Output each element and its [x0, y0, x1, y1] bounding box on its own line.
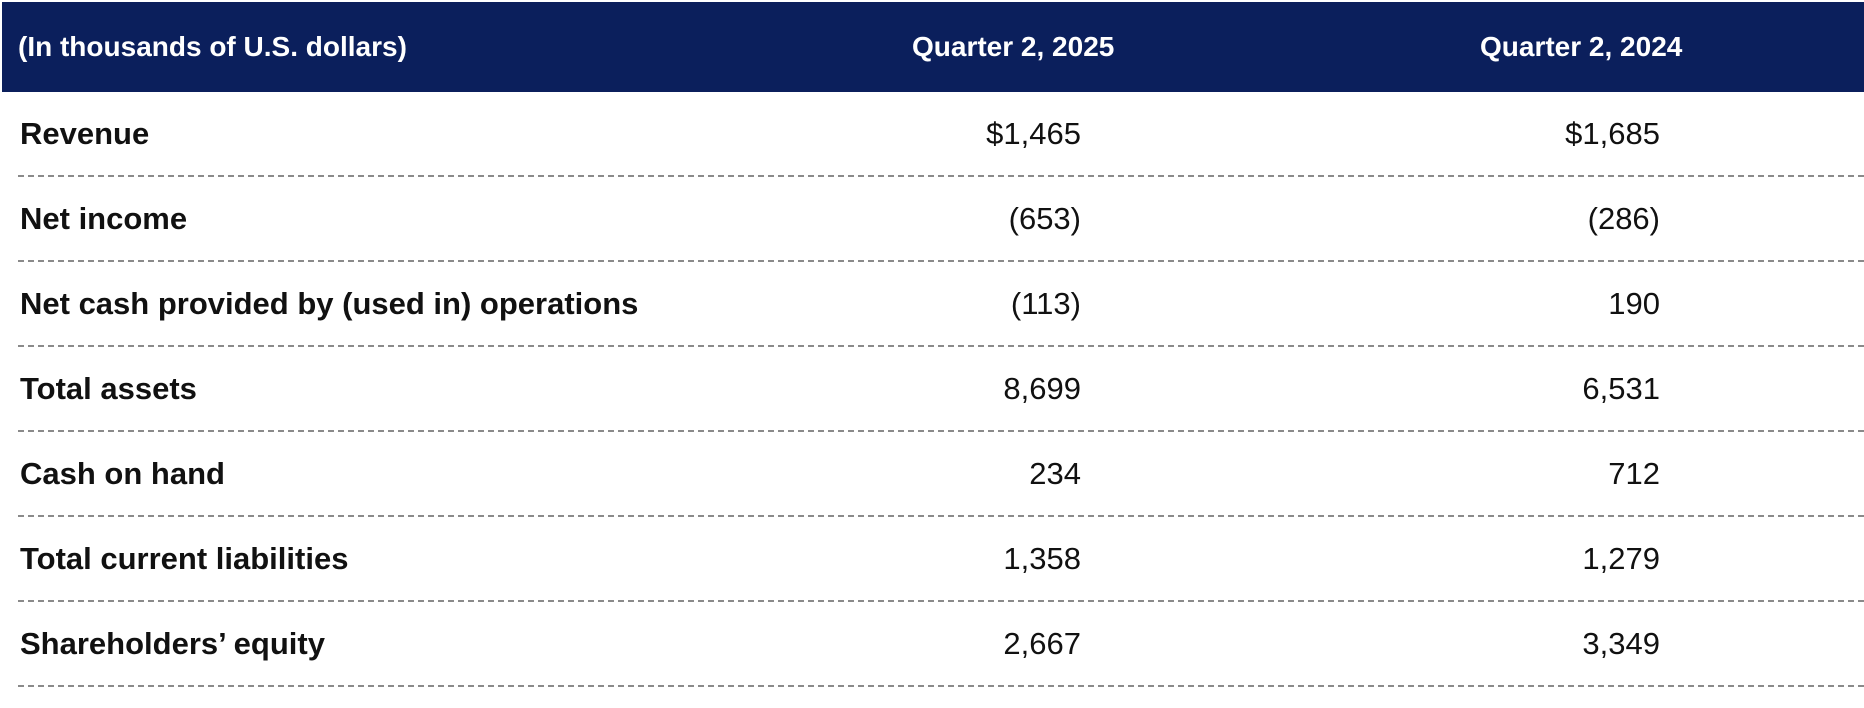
row-label: Net income — [20, 201, 188, 236]
cell-value: (113) — [1010, 286, 1081, 321]
row-label: Total current liabilities — [20, 541, 349, 576]
cell-value: $1,465 — [986, 116, 1081, 151]
table-row: Net cash provided by (used in) operation… — [18, 262, 1864, 347]
cell-value: 1,358 — [1003, 541, 1081, 576]
row-label: Revenue — [20, 116, 150, 151]
cell-value: 2,667 — [1003, 626, 1081, 661]
cell-value: 712 — [1608, 456, 1660, 491]
row-label: Shareholders’ equity — [20, 626, 325, 661]
table-header: (In thousands of U.S. dollars) Quarter 2… — [2, 2, 1864, 92]
cell-value: 6,531 — [1582, 371, 1660, 406]
cell-value: (653) — [1008, 201, 1081, 236]
table-row: Net income (653) (286) — [18, 177, 1864, 262]
cell-value: 234 — [1029, 456, 1081, 491]
table-row: Total current liabilities 1,358 1,279 — [18, 517, 1864, 602]
cell-value: (286) — [1587, 201, 1660, 236]
cell-value: $1,685 — [1565, 116, 1660, 151]
cell-value: 8,699 — [1003, 371, 1081, 406]
row-label: Net cash provided by (used in) operation… — [20, 286, 639, 321]
table-row: Shareholders’ equity 2,667 3,349 — [18, 602, 1864, 687]
table-row: Total assets 8,699 6,531 — [18, 347, 1864, 432]
header-cell: Quarter 2, 2024 — [1480, 31, 1683, 62]
row-label: Cash on hand — [20, 456, 225, 491]
row-label: Total assets — [20, 371, 197, 406]
table-row: Revenue $1,465 $1,685 — [18, 92, 1864, 177]
header-cell: (In thousands of U.S. dollars) — [18, 31, 407, 62]
header-cell: Quarter 2, 2025 — [912, 31, 1115, 62]
table-row: Cash on hand 234 712 — [18, 432, 1864, 517]
cell-value: 3,349 — [1582, 626, 1660, 661]
cell-value: 1,279 — [1582, 541, 1660, 576]
cell-value: 190 — [1608, 286, 1660, 321]
